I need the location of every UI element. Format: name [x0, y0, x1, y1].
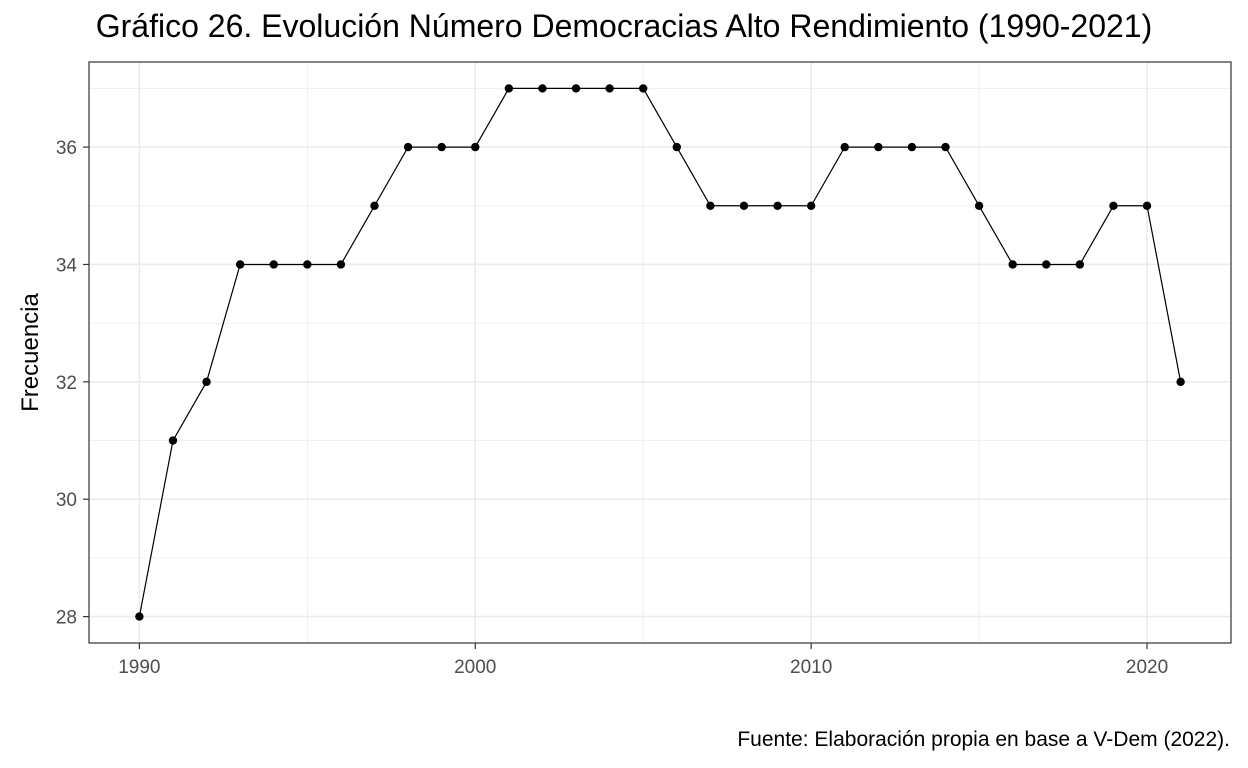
data-point — [437, 142, 446, 152]
data-point — [471, 142, 480, 152]
y-tick-label: 28 — [56, 608, 77, 629]
minor-gridlines — [89, 62, 1231, 643]
data-point — [269, 260, 278, 269]
data-point — [773, 201, 782, 210]
data-point — [806, 201, 816, 210]
data-point — [1008, 260, 1017, 269]
data-point — [571, 84, 581, 93]
data-point — [706, 201, 715, 210]
data-point — [504, 84, 514, 93]
data-point — [1176, 377, 1185, 387]
x-tick-label: 1990 — [118, 657, 160, 678]
data-point — [303, 260, 312, 269]
axes: 1990 2000 2010 2020 28 30 32 34 36 — [56, 138, 1168, 678]
data-point — [907, 142, 917, 152]
data-point — [739, 201, 749, 210]
data-point — [605, 84, 614, 93]
data-point — [974, 201, 984, 210]
x-tick-label: 2020 — [1126, 657, 1168, 678]
source-caption: Fuente: Elaboración propia en base a V-D… — [737, 728, 1230, 751]
data-point — [1109, 201, 1118, 210]
y-axis-title: Frecuencia — [17, 292, 44, 411]
data-point — [403, 142, 413, 152]
major-gridlines — [89, 62, 1231, 643]
y-tick-label: 30 — [56, 490, 77, 511]
y-tick-label: 32 — [56, 373, 77, 394]
data-point — [538, 84, 547, 93]
series-line — [138, 87, 1182, 617]
data-point — [336, 260, 346, 269]
data-point — [1042, 260, 1051, 269]
chart-title: Gráfico 26. Evolución Número Democracias… — [95, 8, 1153, 44]
data-point — [1075, 260, 1085, 269]
data-series — [135, 84, 1185, 621]
data-point — [941, 142, 950, 152]
x-tick-label: 2010 — [790, 657, 832, 678]
data-point — [370, 201, 379, 210]
y-tick-label: 36 — [56, 138, 77, 159]
x-tick-label: 2000 — [454, 657, 496, 678]
y-tick-label: 34 — [56, 255, 78, 276]
data-point — [235, 260, 245, 269]
data-point — [1142, 201, 1152, 210]
panel-border — [88, 61, 1232, 644]
data-point — [672, 142, 681, 152]
data-point — [135, 612, 144, 621]
data-point — [202, 377, 211, 387]
data-point — [168, 436, 178, 445]
data-point — [840, 142, 849, 152]
data-point — [874, 142, 883, 152]
data-point — [639, 84, 648, 93]
